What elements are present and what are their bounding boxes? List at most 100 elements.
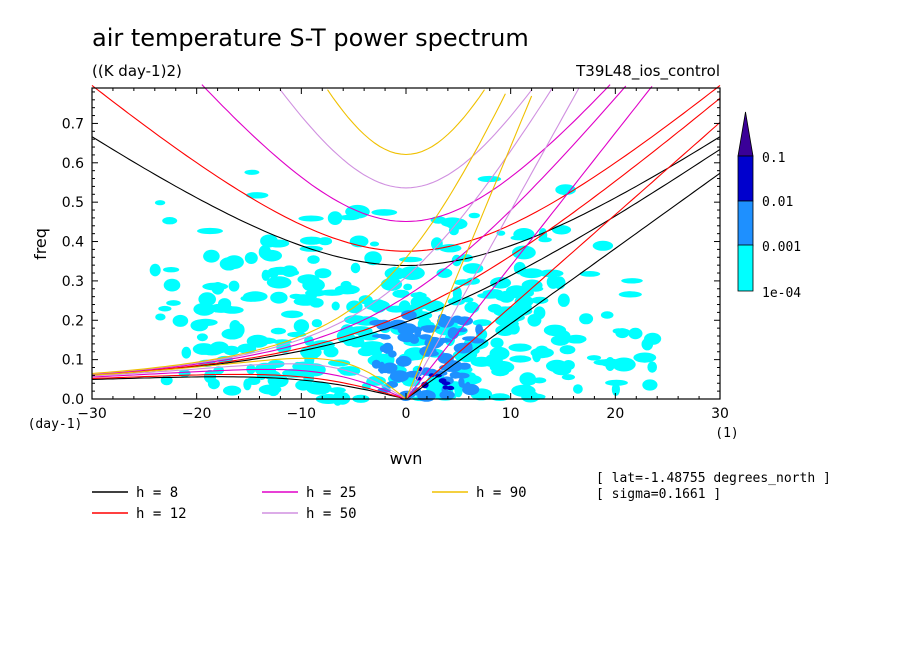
- mrg-curve: [91, 93, 506, 375]
- contour-blob: [371, 359, 381, 369]
- contour-blob: [462, 263, 484, 274]
- contour-blob: [423, 300, 445, 313]
- contour-blob: [510, 235, 526, 241]
- contour-blob: [369, 241, 380, 247]
- x-axis-label: wvn: [390, 449, 423, 468]
- colorbar-top-triangle: [737, 111, 754, 157]
- contour-blob: [412, 327, 423, 333]
- contour-blob: [220, 306, 244, 314]
- contour-blob: [509, 355, 532, 363]
- contour-blob: [559, 345, 576, 355]
- contour-blob: [487, 303, 502, 313]
- legend-label: h = 90: [476, 485, 527, 501]
- contour-blob: [319, 289, 345, 296]
- contour-blob: [532, 377, 547, 384]
- y-tick-label: 0.0: [62, 392, 84, 408]
- contour-blob: [149, 263, 161, 277]
- gravity-curve: [201, 84, 611, 223]
- contour-blob: [612, 357, 636, 372]
- contour-blob: [555, 184, 576, 196]
- contour-blob: [468, 212, 480, 219]
- power-contours: [149, 169, 662, 406]
- contour-blob: [397, 324, 415, 336]
- contour-blob: [258, 384, 282, 395]
- contour-blob: [359, 331, 380, 341]
- contour-blob: [318, 237, 333, 246]
- contour-blob: [166, 300, 181, 306]
- rossby-curve: [91, 368, 407, 400]
- contour-blob: [475, 324, 483, 335]
- contour-blob: [441, 381, 451, 386]
- x-tick-label: 10: [502, 406, 520, 422]
- contour-blob: [162, 217, 178, 225]
- kelvin-curve: [405, 172, 721, 400]
- contour-blob: [538, 228, 548, 242]
- contour-blob: [600, 311, 614, 319]
- contour-blob: [163, 278, 181, 292]
- y-tick-label: 0.1: [62, 353, 84, 369]
- contour-blob: [163, 267, 180, 273]
- contour-blob: [556, 330, 571, 342]
- legend: h = 8 h = 12 h = 25 h = 50 h = 90: [92, 485, 527, 522]
- contour-blob: [347, 327, 359, 333]
- contour-blob: [380, 277, 403, 291]
- contour-blob: [328, 359, 351, 367]
- contour-blob: [562, 360, 575, 371]
- contour-blob: [511, 384, 536, 397]
- contour-blob: [155, 313, 166, 321]
- contour-blob: [621, 278, 643, 284]
- contour-blob: [198, 292, 216, 307]
- contour-blob: [309, 298, 324, 308]
- rossby-curve: [91, 357, 407, 400]
- colorbar-segment: [737, 200, 754, 247]
- contour-blob: [197, 227, 223, 235]
- x-tick-label: −10: [287, 406, 317, 422]
- contour-blob: [399, 256, 423, 263]
- colorbar-segment: [737, 155, 754, 202]
- contour-blob: [489, 346, 510, 361]
- kelvin-curve: [405, 88, 580, 400]
- contour-blob: [442, 385, 449, 390]
- chart-title: air temperature S-T power spectrum: [92, 24, 529, 52]
- contour-blob: [154, 200, 166, 206]
- colorbar: 0.1 0.01 0.001 1e-04: [737, 111, 801, 301]
- contour-blob: [633, 352, 657, 363]
- y-axis-label: freq: [31, 228, 50, 260]
- contour-blob: [300, 346, 322, 359]
- contour-blob: [491, 367, 510, 377]
- contour-blob: [293, 361, 302, 369]
- contour-blob: [486, 289, 504, 297]
- contour-blob: [228, 280, 240, 292]
- contour-blob: [299, 236, 324, 245]
- contour-blob: [508, 343, 532, 352]
- contour-blob: [579, 313, 594, 325]
- gravity-curve: [91, 84, 721, 252]
- contour-blob: [261, 269, 271, 281]
- contour-blob: [454, 384, 463, 398]
- contour-blob: [364, 299, 390, 311]
- contour-blob: [613, 328, 630, 335]
- contour-blob: [532, 348, 542, 363]
- mrg-curve: [91, 87, 553, 375]
- rossby-curve: [91, 363, 407, 400]
- rossby-curve: [91, 376, 407, 400]
- contour-blob: [281, 310, 304, 319]
- contour-blob: [573, 384, 583, 394]
- legend-label: h = 50: [306, 506, 357, 522]
- contour-blob: [331, 301, 340, 311]
- contour-blob: [440, 217, 464, 228]
- contour-blob: [219, 257, 238, 271]
- y-unit-label: (day-1): [28, 417, 83, 432]
- contour-blob: [507, 323, 520, 335]
- contour-blob: [255, 337, 277, 345]
- contour-blob: [586, 355, 602, 361]
- dispersion-curves: [91, 84, 721, 400]
- contour-blob: [270, 291, 288, 304]
- x-tick-label: −30: [77, 406, 107, 422]
- contour-blob: [546, 359, 568, 373]
- contour-blob: [419, 334, 432, 340]
- kelvin-curve: [405, 85, 653, 400]
- y-tick-label: 0.2: [62, 313, 84, 329]
- legend-label: h = 25: [306, 485, 357, 501]
